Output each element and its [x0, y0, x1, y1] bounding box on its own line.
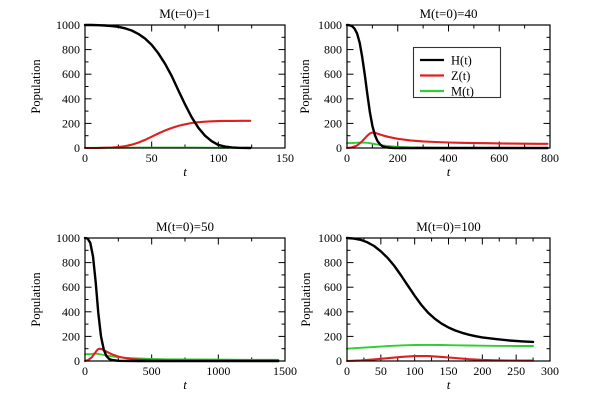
- y-axis-label: Population: [29, 272, 43, 327]
- plot-m-t-0-100: M(t=0)=100 t Population 0 50 100 150 200 250 300 0…: [299, 219, 559, 392]
- y-tick-label: 200: [324, 329, 342, 343]
- y-tick-label: 1000: [318, 231, 342, 245]
- legend-label: H(t): [451, 54, 472, 68]
- plot-m-t-0-1: M(t=0)=1 t Population 0 50 100 150 0 200 400 600 80…: [29, 6, 294, 179]
- series-zt: [83, 119, 252, 150]
- y-axis-label: Population: [298, 59, 312, 114]
- plot-frame: [346, 24, 551, 149]
- x-tick-label: 200: [389, 151, 407, 165]
- y-tick-label: 800: [324, 256, 342, 270]
- series-ht: [83, 23, 252, 150]
- plot-frame: [84, 24, 286, 149]
- y-tick-label: 400: [324, 92, 342, 106]
- legend-label: M(t): [451, 85, 474, 99]
- y-tick-label: 1000: [318, 18, 342, 32]
- y-tick-label: 0: [336, 354, 342, 368]
- y-tick-label: 600: [62, 67, 80, 81]
- y-tick-label: 200: [324, 116, 342, 130]
- y-tick-label: 600: [62, 280, 80, 294]
- x-tick-label: 50: [146, 151, 158, 165]
- y-tick-label: 1000: [56, 231, 80, 245]
- y-tick-label: 400: [62, 92, 80, 106]
- series-mt: [346, 343, 535, 350]
- x-axis-label: t: [183, 164, 187, 179]
- legend-box: [412, 46, 502, 99]
- plot-title: M(t=0)=50: [156, 219, 214, 234]
- plot-m-t-0-40: M(t=0)=40 t Population 0 200 400 600 800 0 200 400…: [298, 6, 559, 179]
- x-tick-label: 50: [375, 364, 387, 378]
- x-tick-label: 100: [209, 151, 227, 165]
- x-tick-label: 150: [440, 364, 458, 378]
- x-tick-label: 400: [440, 151, 458, 165]
- y-tick-label: 200: [62, 116, 80, 130]
- plot-title: M(t=0)=100: [416, 219, 481, 234]
- x-tick-label: 800: [541, 151, 559, 165]
- x-tick-label: 0: [82, 364, 88, 378]
- x-tick-label: 1500: [273, 364, 297, 378]
- series-zt: [345, 354, 535, 363]
- y-tick-label: 400: [324, 305, 342, 319]
- x-axis-label: t: [447, 377, 451, 392]
- series-ht: [83, 236, 280, 363]
- y-tick-label: 600: [324, 67, 342, 81]
- x-tick-label: 200: [473, 364, 491, 378]
- y-tick-label: 600: [324, 280, 342, 294]
- x-tick-label: 600: [490, 151, 508, 165]
- y-tick-label: 200: [62, 329, 80, 343]
- y-tick-label: 800: [324, 43, 342, 57]
- y-tick-label: 800: [62, 256, 80, 270]
- x-tick-label: 500: [143, 364, 161, 378]
- x-tick-label: 150: [276, 151, 294, 165]
- y-tick-label: 0: [74, 141, 80, 155]
- legend-label: Z(t): [451, 69, 470, 83]
- x-tick-label: 0: [82, 151, 88, 165]
- plot-title: M(t=0)=40: [420, 6, 478, 21]
- y-tick-label: 0: [74, 354, 80, 368]
- x-tick-label: 0: [344, 151, 350, 165]
- x-tick-label: 0: [344, 364, 350, 378]
- x-tick-label: 300: [541, 364, 559, 378]
- y-axis-label: Population: [299, 272, 313, 327]
- x-tick-label: 1000: [206, 364, 230, 378]
- y-tick-label: 800: [62, 43, 80, 57]
- legend: H(t)Z(t) M(t): [412, 46, 502, 99]
- plot-title: M(t=0)=1: [159, 6, 211, 21]
- x-axis-label: t: [447, 164, 451, 179]
- series-zt: [345, 131, 549, 150]
- y-tick-label: 0: [336, 141, 342, 155]
- y-tick-label: 1000: [56, 18, 80, 32]
- series-ht: [345, 236, 535, 344]
- y-tick-label: 400: [62, 305, 80, 319]
- plot-m-t-0-50: M(t=0)=50 t Population 0 500 1000 1500 0 200 400 6…: [29, 219, 297, 392]
- x-tick-label: 250: [507, 364, 525, 378]
- x-axis-label: t: [183, 377, 187, 392]
- plot-frame: [346, 237, 551, 362]
- y-axis-label: Population: [29, 59, 43, 114]
- plot-frame: [84, 237, 286, 362]
- x-tick-label: 100: [406, 364, 424, 378]
